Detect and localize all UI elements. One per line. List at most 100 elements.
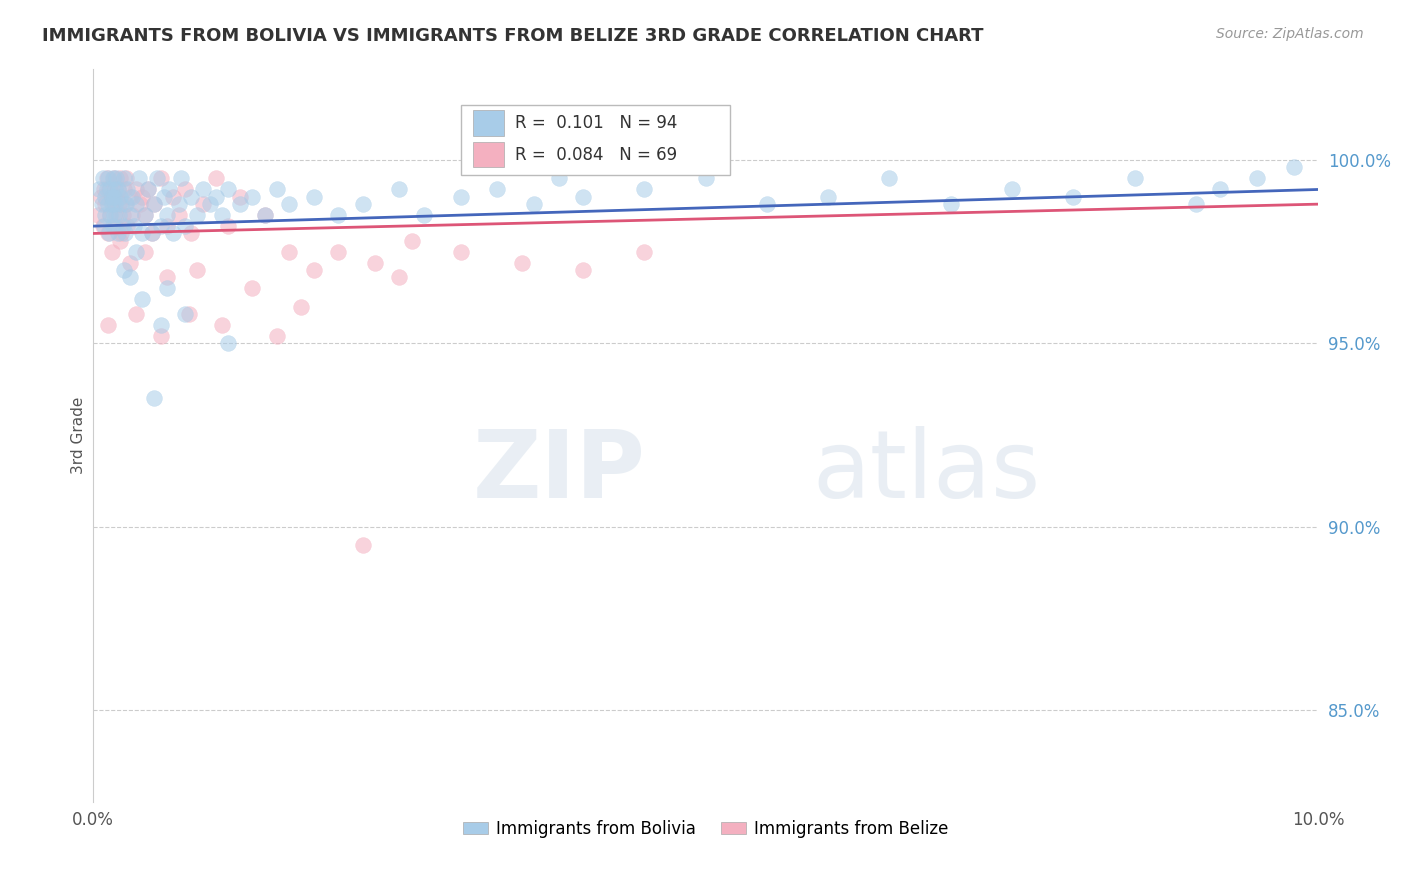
Point bbox=[104, 219, 127, 234]
Point bbox=[633, 182, 655, 196]
Point bbox=[131, 293, 153, 307]
Point bbox=[167, 208, 190, 222]
Point bbox=[364, 256, 387, 270]
Point bbox=[1062, 190, 1084, 204]
Point bbox=[174, 307, 197, 321]
Point bbox=[118, 208, 141, 222]
Point bbox=[89, 182, 111, 196]
Point bbox=[156, 270, 179, 285]
Point bbox=[328, 208, 350, 222]
Point bbox=[229, 190, 252, 204]
Point bbox=[94, 190, 117, 204]
Point bbox=[486, 182, 509, 196]
Point bbox=[149, 219, 172, 234]
Point bbox=[193, 197, 215, 211]
Point bbox=[128, 171, 150, 186]
Y-axis label: 3rd Grade: 3rd Grade bbox=[72, 396, 86, 474]
Point bbox=[388, 182, 411, 196]
Point bbox=[94, 208, 117, 222]
Point bbox=[100, 190, 122, 204]
Point bbox=[266, 182, 288, 196]
Point bbox=[695, 171, 717, 186]
FancyBboxPatch shape bbox=[472, 111, 503, 136]
Point bbox=[122, 219, 145, 234]
Point bbox=[118, 190, 141, 204]
Point bbox=[97, 227, 120, 241]
Point bbox=[114, 197, 136, 211]
Point bbox=[174, 219, 197, 234]
Point bbox=[112, 182, 135, 196]
Point bbox=[388, 270, 411, 285]
Point bbox=[108, 208, 131, 222]
Point bbox=[91, 219, 114, 234]
Point bbox=[217, 182, 239, 196]
Point bbox=[401, 234, 423, 248]
Point bbox=[149, 318, 172, 332]
Point bbox=[93, 219, 115, 234]
Point bbox=[211, 318, 233, 332]
Point bbox=[290, 300, 312, 314]
Point bbox=[352, 538, 374, 552]
Point bbox=[118, 256, 141, 270]
Point bbox=[118, 270, 141, 285]
Point bbox=[156, 281, 179, 295]
Point bbox=[510, 256, 533, 270]
Point bbox=[91, 171, 114, 186]
Point bbox=[1184, 197, 1206, 211]
Point bbox=[157, 182, 180, 196]
Point bbox=[229, 197, 252, 211]
Point bbox=[125, 244, 148, 259]
Point bbox=[112, 263, 135, 277]
Point bbox=[572, 190, 595, 204]
Point bbox=[134, 208, 156, 222]
Point bbox=[302, 263, 325, 277]
Point bbox=[1209, 182, 1232, 196]
Point bbox=[146, 171, 169, 186]
FancyBboxPatch shape bbox=[461, 105, 730, 175]
Point bbox=[105, 171, 128, 186]
Point bbox=[186, 208, 208, 222]
Point bbox=[117, 182, 139, 196]
Point bbox=[253, 208, 276, 222]
Point bbox=[174, 182, 197, 196]
Point bbox=[108, 197, 131, 211]
Point bbox=[121, 208, 143, 222]
Point bbox=[1282, 161, 1305, 175]
Point bbox=[104, 182, 127, 196]
Point bbox=[413, 208, 436, 222]
Point bbox=[104, 197, 127, 211]
Point bbox=[111, 208, 134, 222]
Point bbox=[162, 190, 184, 204]
Point bbox=[98, 182, 121, 196]
Point bbox=[125, 182, 148, 196]
Point bbox=[98, 182, 121, 196]
Point bbox=[98, 227, 121, 241]
Point bbox=[108, 171, 131, 186]
Point bbox=[136, 182, 159, 196]
Text: R =  0.101   N = 94: R = 0.101 N = 94 bbox=[515, 114, 678, 133]
Point bbox=[141, 227, 163, 241]
Point bbox=[170, 171, 193, 186]
Text: Source: ZipAtlas.com: Source: ZipAtlas.com bbox=[1216, 27, 1364, 41]
Point bbox=[108, 234, 131, 248]
Point bbox=[198, 197, 221, 211]
Point bbox=[186, 263, 208, 277]
Point bbox=[100, 190, 122, 204]
Point bbox=[633, 244, 655, 259]
Point bbox=[328, 244, 350, 259]
Text: atlas: atlas bbox=[813, 425, 1040, 517]
Point bbox=[115, 171, 138, 186]
Point bbox=[96, 182, 118, 196]
Point bbox=[156, 219, 179, 234]
Point bbox=[1123, 171, 1146, 186]
Point bbox=[97, 318, 120, 332]
Point bbox=[939, 197, 962, 211]
Point bbox=[149, 329, 172, 343]
Point bbox=[162, 227, 184, 241]
Point bbox=[180, 190, 202, 204]
Point bbox=[96, 171, 118, 186]
Point bbox=[110, 227, 132, 241]
Point bbox=[121, 190, 143, 204]
Point bbox=[450, 244, 472, 259]
Point bbox=[90, 197, 112, 211]
